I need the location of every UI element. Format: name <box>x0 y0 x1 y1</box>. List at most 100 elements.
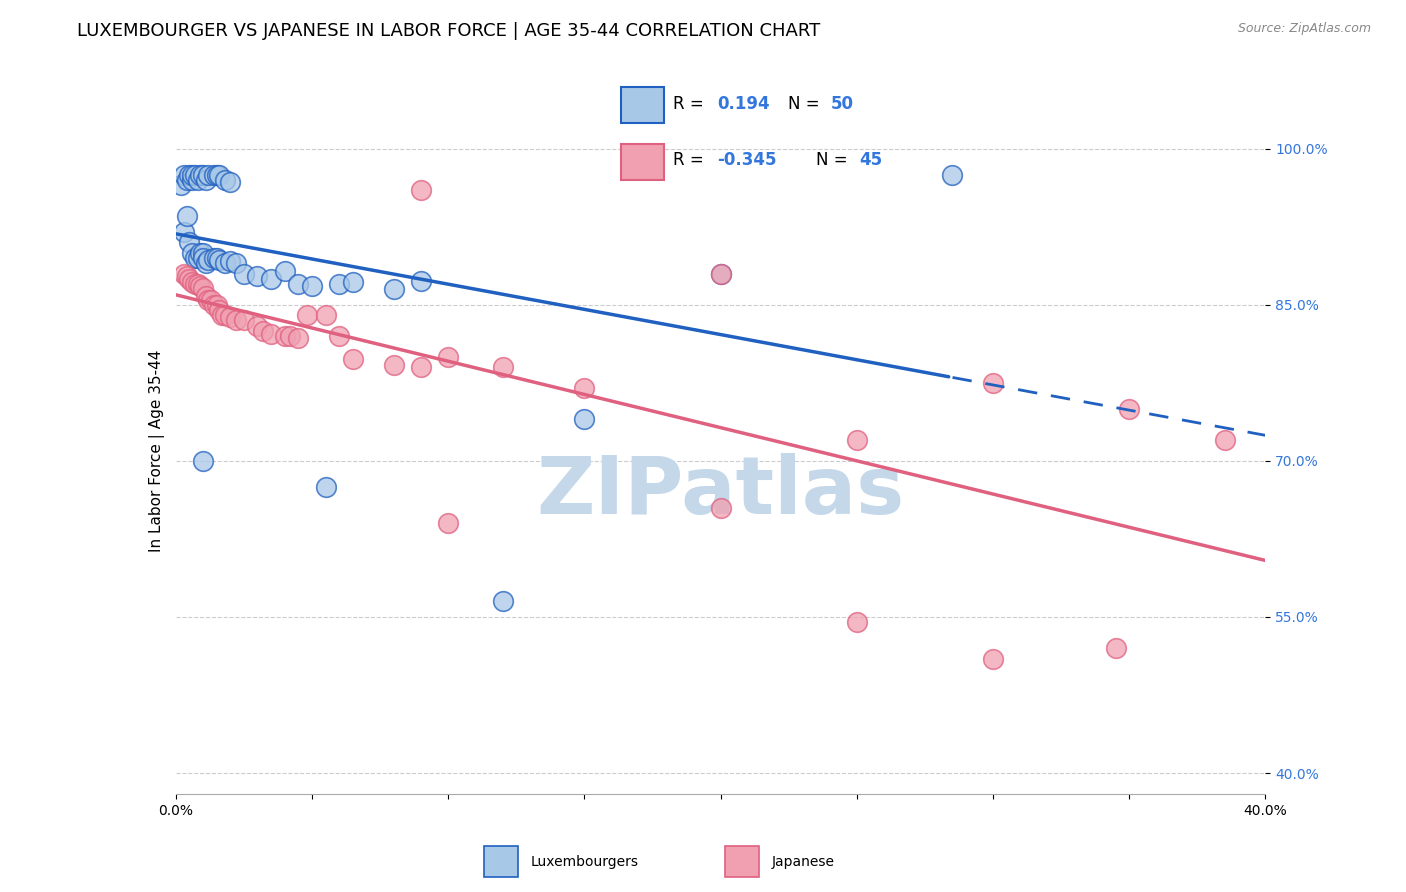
Y-axis label: In Labor Force | Age 35-44: In Labor Force | Age 35-44 <box>149 350 165 551</box>
Point <box>437 516 460 531</box>
Point <box>260 271 283 285</box>
Point <box>219 175 242 189</box>
Point <box>941 168 963 182</box>
Point <box>1118 401 1140 416</box>
Point <box>1104 641 1126 656</box>
Point <box>225 313 247 327</box>
Point <box>710 500 733 515</box>
Text: Luxembourgers: Luxembourgers <box>530 855 638 869</box>
Point <box>225 256 247 270</box>
Point <box>191 245 214 260</box>
Point <box>181 168 204 182</box>
Point <box>186 173 209 187</box>
FancyBboxPatch shape <box>725 847 759 877</box>
Text: N =: N = <box>815 152 848 169</box>
Point <box>574 412 596 426</box>
Point <box>287 331 309 345</box>
Point <box>188 168 211 182</box>
Point <box>981 376 1004 390</box>
Point <box>981 651 1004 665</box>
Text: 45: 45 <box>859 152 882 169</box>
Text: R =: R = <box>673 95 704 113</box>
Point <box>181 173 204 187</box>
Point <box>287 277 309 291</box>
Point <box>315 308 337 322</box>
Point <box>191 168 214 182</box>
Point <box>710 267 733 281</box>
Point <box>315 480 337 494</box>
Text: 50: 50 <box>831 95 855 113</box>
Point <box>205 298 228 312</box>
Point <box>202 298 225 312</box>
Point <box>252 324 274 338</box>
FancyBboxPatch shape <box>621 144 664 179</box>
Point <box>188 279 211 293</box>
Point <box>274 264 297 278</box>
FancyBboxPatch shape <box>621 87 664 123</box>
Point <box>246 318 269 333</box>
Point <box>179 235 201 250</box>
Point <box>437 350 460 364</box>
Point <box>176 209 198 223</box>
Point <box>197 168 219 182</box>
FancyBboxPatch shape <box>484 847 517 877</box>
Point <box>194 256 217 270</box>
Point <box>1213 433 1236 447</box>
Point <box>211 308 233 322</box>
Point <box>409 183 432 197</box>
Text: ZIPatlas: ZIPatlas <box>537 452 904 531</box>
Point <box>219 310 242 325</box>
Point <box>845 433 868 447</box>
Point <box>845 615 868 630</box>
Text: N =: N = <box>787 95 820 113</box>
Point <box>197 293 219 307</box>
Point <box>342 275 364 289</box>
Point <box>202 168 225 182</box>
Point <box>194 289 217 303</box>
Point <box>200 293 222 307</box>
Point <box>301 279 323 293</box>
Point <box>219 254 242 268</box>
Point <box>181 275 204 289</box>
Point <box>184 168 207 182</box>
Point <box>191 251 214 265</box>
Point <box>173 267 195 281</box>
Point <box>176 173 198 187</box>
Text: -0.345: -0.345 <box>717 152 776 169</box>
Text: R =: R = <box>673 152 704 169</box>
Point <box>176 268 198 283</box>
Text: 0.194: 0.194 <box>717 95 769 113</box>
Point <box>173 225 195 239</box>
Point <box>202 251 225 265</box>
Point <box>170 178 193 193</box>
Point <box>191 281 214 295</box>
Point <box>214 173 236 187</box>
Point <box>328 277 350 291</box>
Point <box>181 245 204 260</box>
Point <box>232 313 254 327</box>
Point <box>208 303 231 318</box>
Point <box>184 251 207 265</box>
Point <box>274 329 297 343</box>
Point <box>194 173 217 187</box>
Point <box>382 358 405 372</box>
Point <box>179 271 201 285</box>
Point <box>409 360 432 375</box>
Point <box>186 251 209 265</box>
Text: Japanese: Japanese <box>772 855 835 869</box>
Point <box>173 168 195 182</box>
Point <box>342 351 364 366</box>
Point <box>409 274 432 288</box>
Point <box>186 277 209 291</box>
Point <box>188 245 211 260</box>
Point <box>492 360 515 375</box>
Point <box>232 267 254 281</box>
Point <box>278 329 301 343</box>
Point <box>295 308 318 322</box>
Text: Source: ZipAtlas.com: Source: ZipAtlas.com <box>1237 22 1371 36</box>
Point <box>205 168 228 182</box>
Point <box>328 329 350 343</box>
Point <box>205 251 228 265</box>
Point <box>208 252 231 267</box>
Point <box>260 326 283 341</box>
